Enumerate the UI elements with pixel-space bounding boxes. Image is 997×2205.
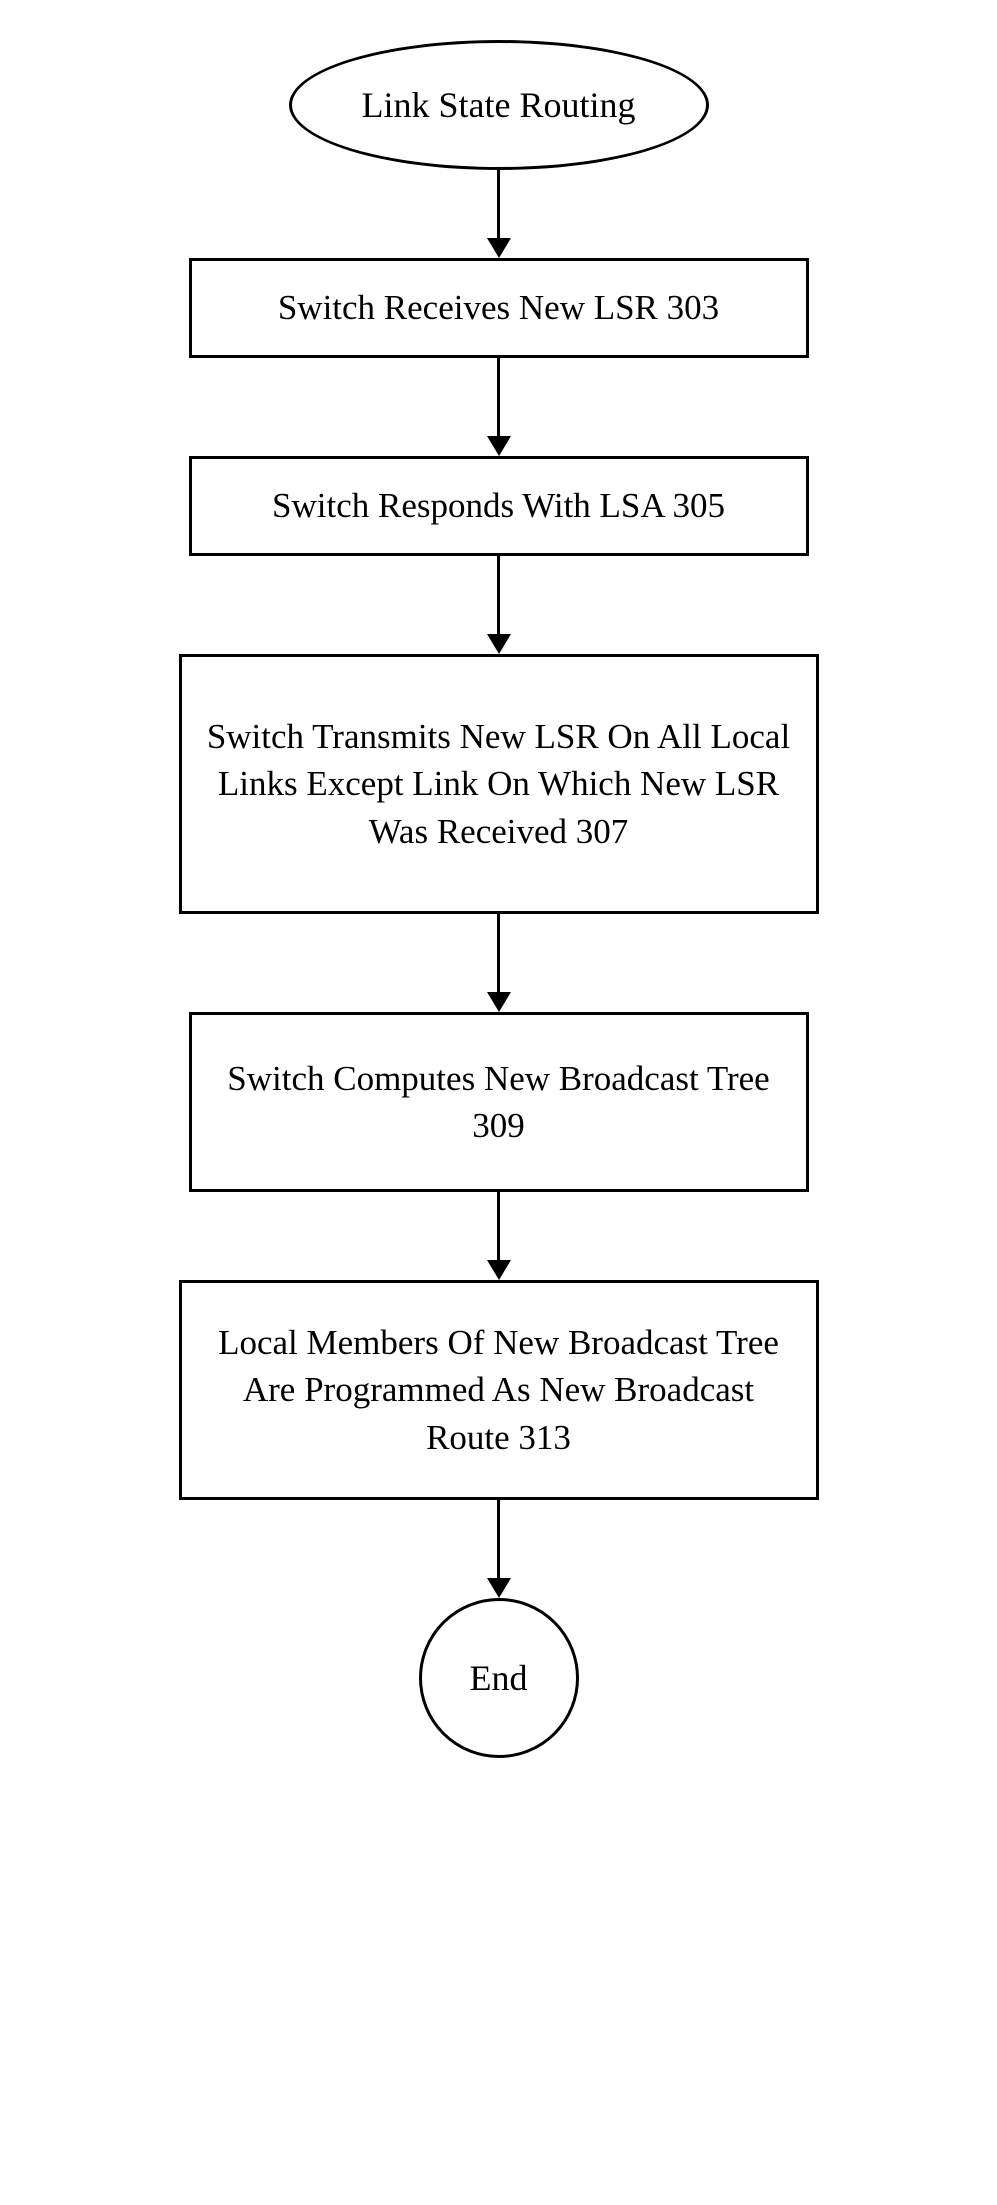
arrow-line bbox=[497, 914, 500, 994]
arrow-head-icon bbox=[487, 436, 511, 456]
arrow-5 bbox=[487, 1192, 511, 1280]
end-label: End bbox=[470, 1657, 528, 1699]
start-node: Link State Routing bbox=[289, 40, 709, 170]
arrow-head-icon bbox=[487, 1578, 511, 1598]
arrow-line bbox=[497, 1192, 500, 1262]
step-1-node: Switch Receives New LSR 303 bbox=[189, 258, 809, 358]
step-5-label: Local Members Of New Broadcast Tree Are … bbox=[206, 1319, 792, 1461]
arrow-3 bbox=[487, 556, 511, 654]
step-2-node: Switch Responds With LSA 305 bbox=[189, 456, 809, 556]
arrow-line bbox=[497, 556, 500, 636]
arrow-line bbox=[497, 170, 500, 240]
step-4-node: Switch Computes New Broadcast Tree 309 bbox=[189, 1012, 809, 1192]
arrow-1 bbox=[487, 170, 511, 258]
arrow-line bbox=[497, 358, 500, 438]
step-1-label: Switch Receives New LSR 303 bbox=[278, 284, 719, 331]
step-3-node: Switch Transmits New LSR On All Local Li… bbox=[179, 654, 819, 914]
arrow-4 bbox=[487, 914, 511, 1012]
flowchart-container: Link State Routing Switch Receives New L… bbox=[149, 40, 849, 1758]
step-5-node: Local Members Of New Broadcast Tree Are … bbox=[179, 1280, 819, 1500]
arrow-6 bbox=[487, 1500, 511, 1598]
step-4-label: Switch Computes New Broadcast Tree 309 bbox=[216, 1055, 782, 1150]
arrow-head-icon bbox=[487, 1260, 511, 1280]
arrow-line bbox=[497, 1500, 500, 1580]
end-node: End bbox=[419, 1598, 579, 1758]
step-3-label: Switch Transmits New LSR On All Local Li… bbox=[206, 713, 792, 855]
arrow-head-icon bbox=[487, 634, 511, 654]
arrow-head-icon bbox=[487, 992, 511, 1012]
step-2-label: Switch Responds With LSA 305 bbox=[272, 482, 725, 529]
arrow-head-icon bbox=[487, 238, 511, 258]
start-label: Link State Routing bbox=[362, 84, 636, 126]
arrow-2 bbox=[487, 358, 511, 456]
